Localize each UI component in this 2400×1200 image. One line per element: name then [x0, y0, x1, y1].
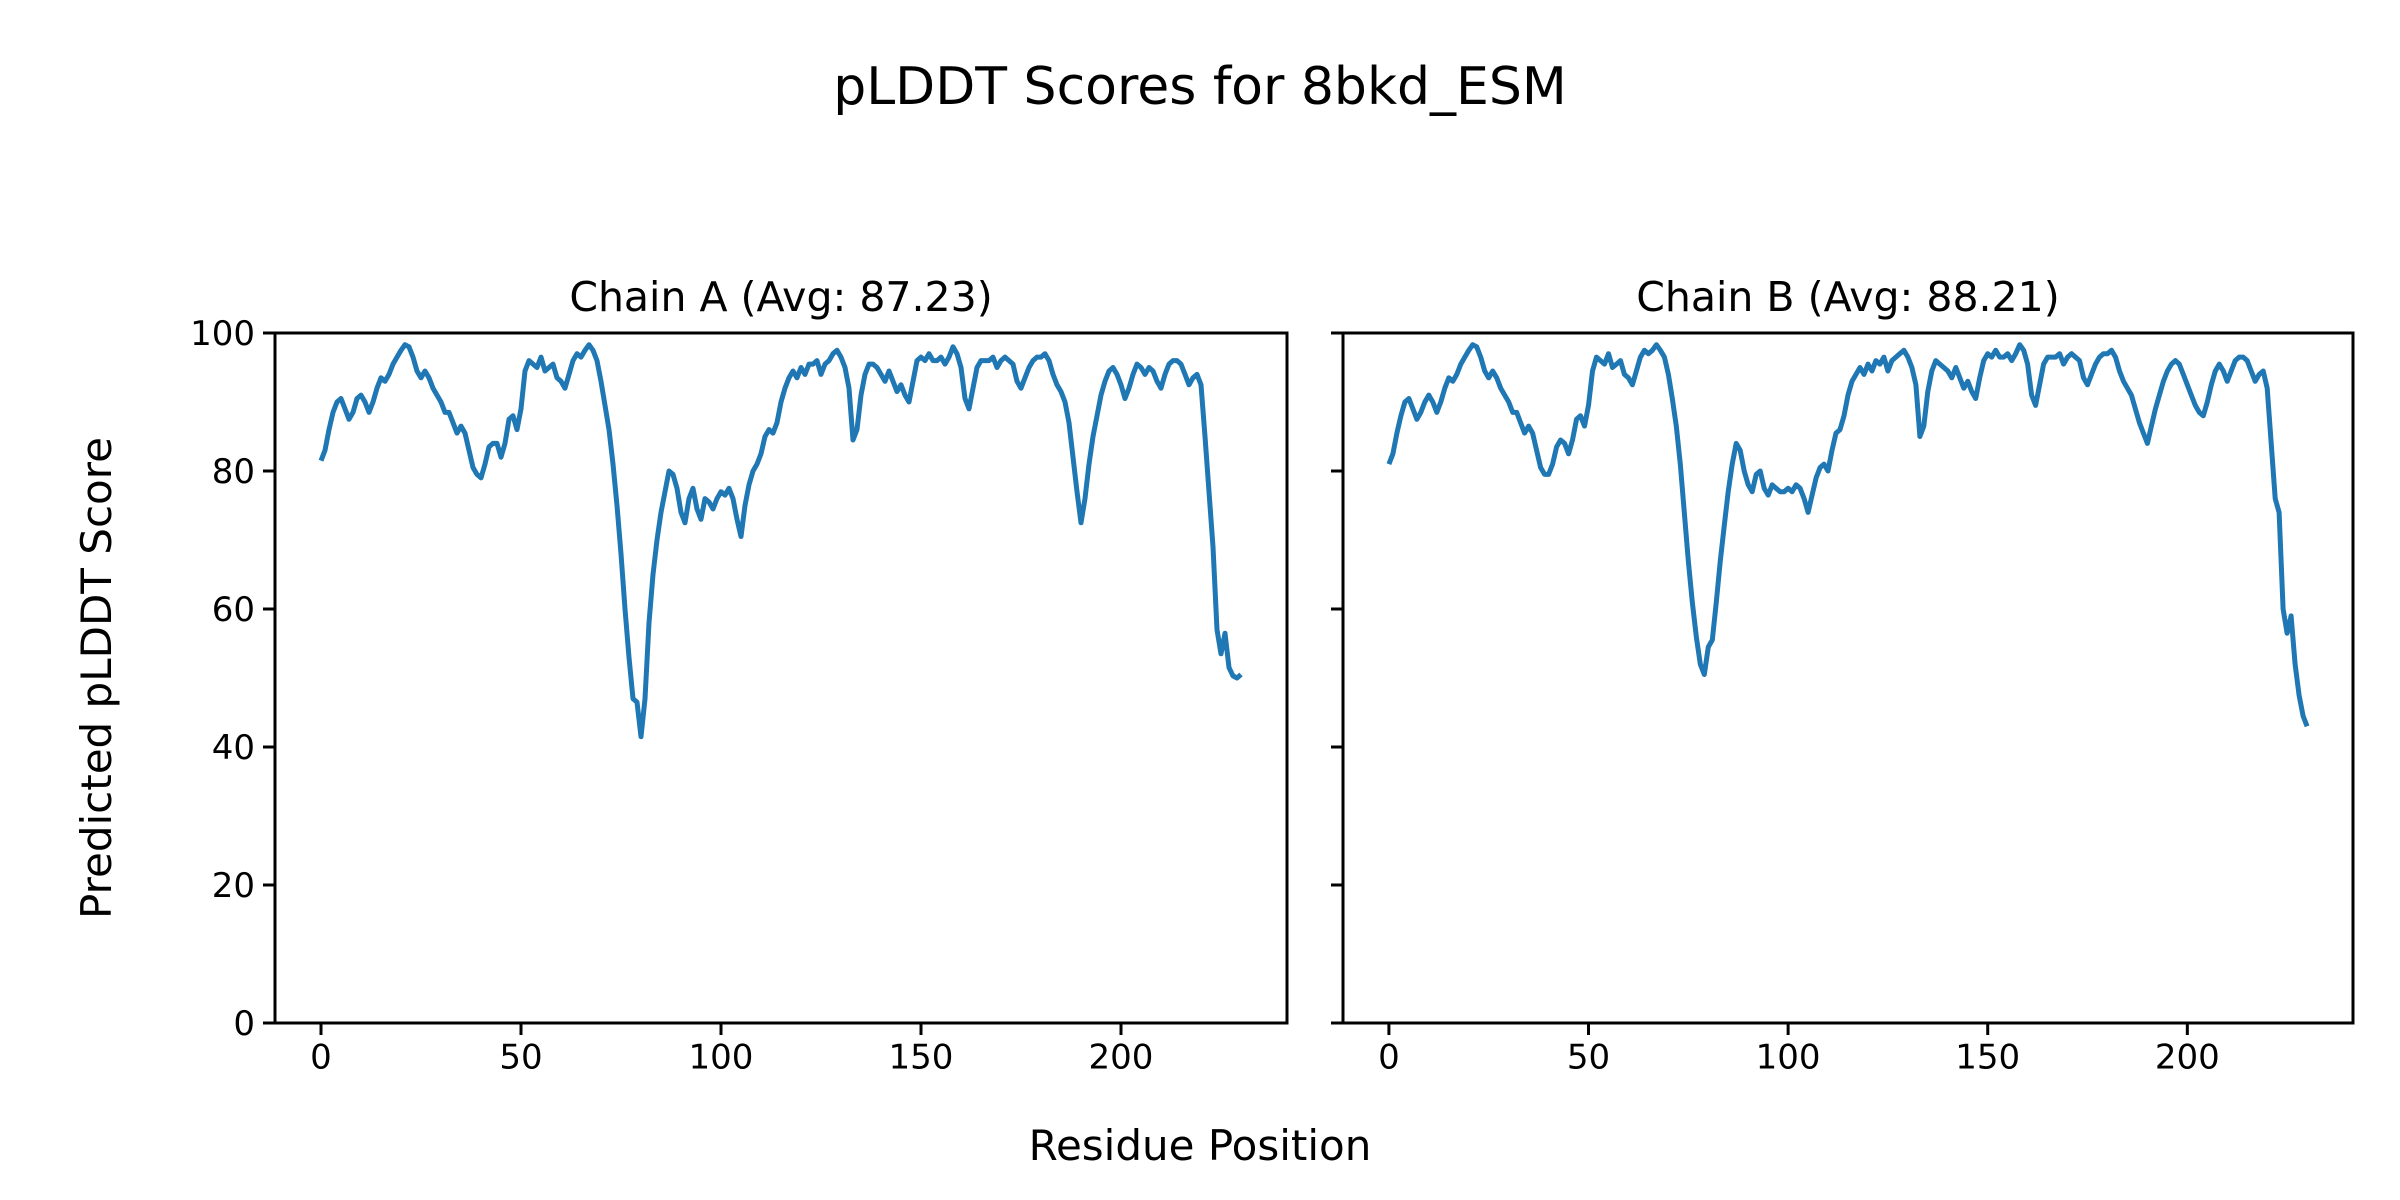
x-tick-label: 0	[310, 1038, 332, 1078]
chain-b-line	[1386, 342, 2310, 728]
chain-b-subplot-title: Chain B (Avg: 88.21)	[1636, 273, 2060, 321]
x-tick-label: 50	[1567, 1038, 1610, 1078]
x-axis-label: Residue Position	[1028, 1121, 1372, 1170]
x-tick-label: 200	[1089, 1038, 1154, 1078]
y-tick-label: 60	[212, 590, 255, 630]
x-tick-label: 100	[1756, 1038, 1821, 1078]
y-tick-label: 20	[212, 866, 255, 906]
chain-b-axes-box	[1341, 331, 2355, 1025]
figure-title: pLDDT Scores for 8bkd_ESM	[833, 57, 1567, 117]
y-tick-label: 40	[212, 728, 255, 768]
chain-a-axes-box	[273, 331, 1289, 1025]
x-tick-label: 100	[689, 1038, 754, 1078]
y-tick-label: 100	[190, 314, 255, 354]
x-tick-label: 50	[499, 1038, 542, 1078]
x-tick-label: 200	[2155, 1038, 2220, 1078]
chain-a-line	[318, 342, 1243, 740]
y-tick-label: 0	[233, 1004, 255, 1044]
y-tick-label: 80	[212, 452, 255, 492]
x-tick-label: 0	[1378, 1038, 1400, 1078]
x-tick-label: 150	[1955, 1038, 2020, 1078]
x-tick-label: 150	[889, 1038, 954, 1078]
chain-a-subplot-title: Chain A (Avg: 87.23)	[569, 273, 993, 321]
